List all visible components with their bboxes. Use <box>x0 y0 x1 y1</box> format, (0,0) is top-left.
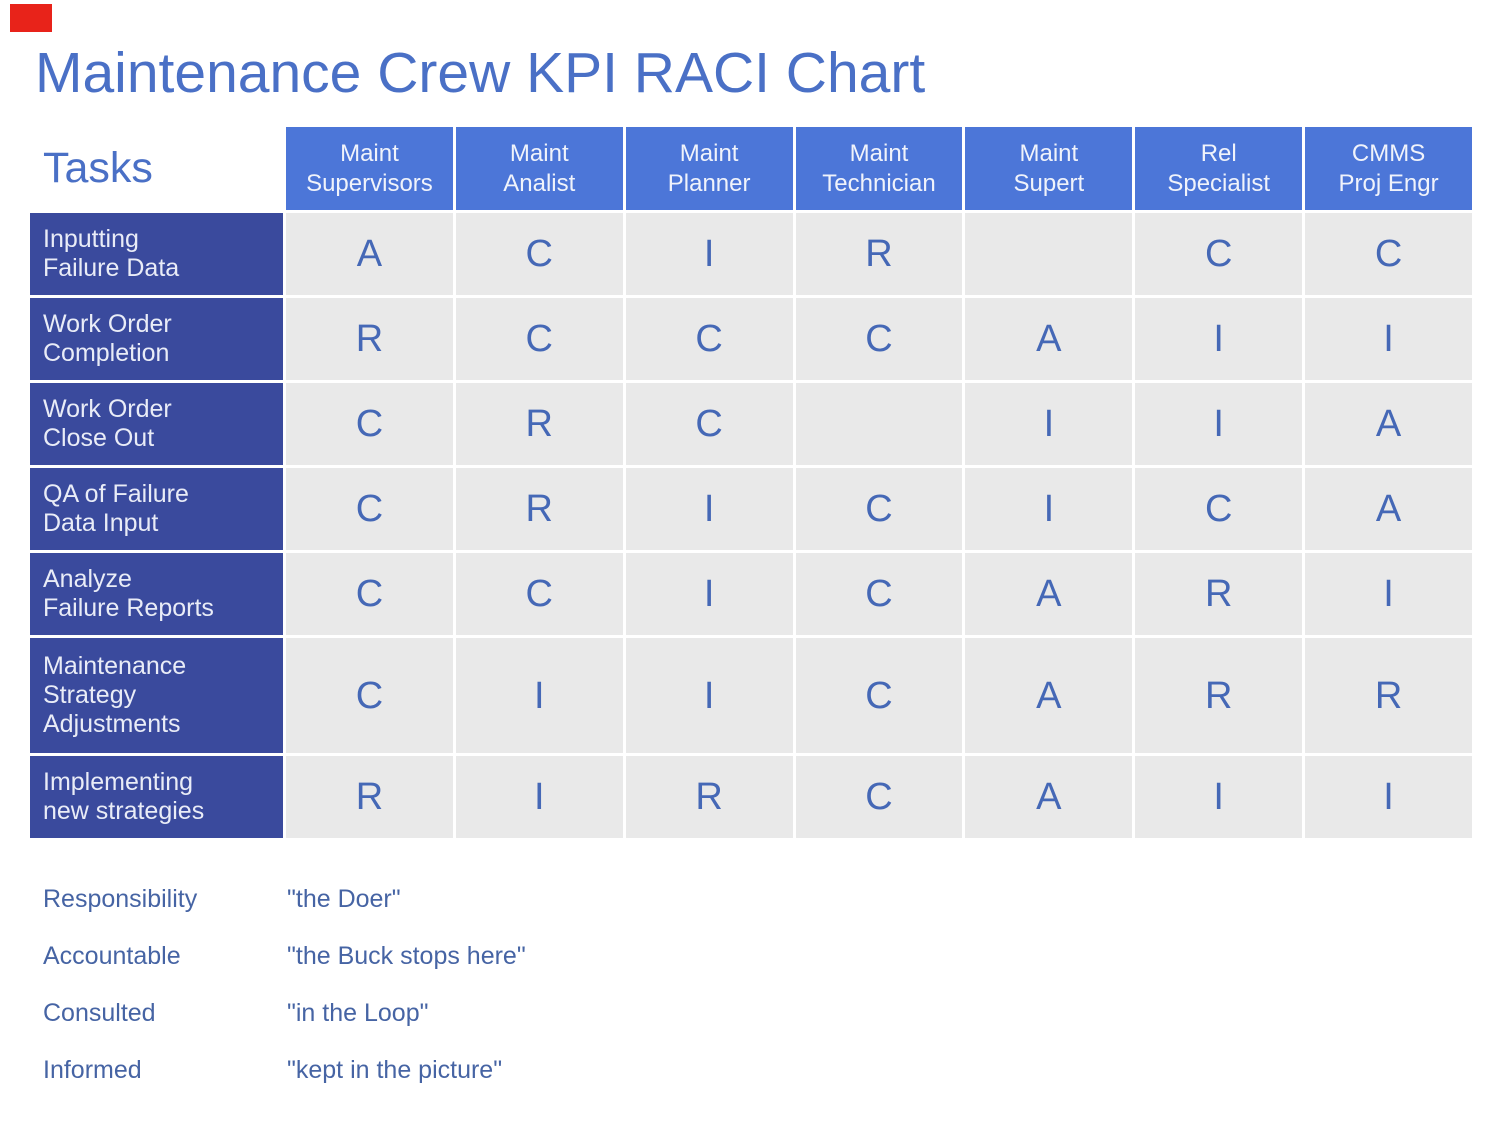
column-header: Maint Supert <box>965 127 1133 210</box>
legend-row: Responsibility "the Doer" <box>43 871 943 928</box>
raci-cell: I <box>1305 298 1472 380</box>
raci-cell: A <box>965 638 1133 753</box>
raci-cell: R <box>455 468 623 550</box>
tasks-corner-cell: Tasks <box>30 127 283 210</box>
raci-cell: A <box>286 213 453 295</box>
legend-term: Informed <box>43 1056 142 1084</box>
legend-term: Consulted <box>43 999 156 1027</box>
raci-cell: C <box>1135 213 1303 295</box>
raci-cell <box>965 213 1133 295</box>
raci-cell: A <box>1305 468 1472 550</box>
raci-cell: C <box>625 383 793 465</box>
raci-cell: C <box>455 213 623 295</box>
column-header: Maint Analist <box>455 127 623 210</box>
raci-cell: C <box>625 298 793 380</box>
raci-cell: I <box>1135 298 1303 380</box>
raci-cell <box>795 383 963 465</box>
raci-cell: I <box>625 468 793 550</box>
raci-cell: I <box>455 638 623 753</box>
task-row-header: Inputting Failure Data <box>30 213 283 295</box>
legend-definition: "in the Loop" <box>287 999 429 1027</box>
raci-cell: A <box>965 298 1133 380</box>
raci-cell: R <box>286 298 453 380</box>
raci-table: Tasks Maint Supervisors Maint Analist Main… <box>30 127 1472 841</box>
raci-cell: I <box>625 638 793 753</box>
raci-cell: R <box>455 383 623 465</box>
raci-cell: A <box>965 756 1133 838</box>
task-row-header: QA of Failure Data Input <box>30 468 283 550</box>
raci-cell: R <box>625 756 793 838</box>
raci-cell: I <box>1305 756 1472 838</box>
task-row-header: Implementing new strategies <box>30 756 283 838</box>
raci-legend: Responsibility "the Doer" Accountable "the … <box>43 871 943 1099</box>
raci-cell: C <box>455 553 623 635</box>
raci-cell: R <box>1135 638 1303 753</box>
raci-cell: A <box>965 553 1133 635</box>
raci-cell: C <box>286 553 453 635</box>
red-corner-mark <box>10 4 52 32</box>
legend-row: Accountable "the Buck stops here" <box>43 928 943 985</box>
legend-definition: "the Doer" <box>287 885 401 913</box>
raci-cell: I <box>965 468 1133 550</box>
page-title: Maintenance Crew KPI RACI Chart <box>35 41 926 105</box>
raci-cell: I <box>455 756 623 838</box>
column-header: Maint Planner <box>625 127 793 210</box>
legend-term: Accountable <box>43 942 181 970</box>
raci-cell: I <box>625 213 793 295</box>
raci-cell: I <box>1305 553 1472 635</box>
raci-cell: C <box>286 638 453 753</box>
raci-cell: I <box>1135 756 1303 838</box>
raci-cell: C <box>455 298 623 380</box>
raci-cell: C <box>795 553 963 635</box>
raci-cell: R <box>286 756 453 838</box>
raci-cell: C <box>1305 213 1472 295</box>
legend-row: Consulted "in the Loop" <box>43 985 943 1042</box>
column-header: Rel Specialist <box>1135 127 1303 210</box>
raci-cell: C <box>286 383 453 465</box>
legend-row: Informed "kept in the picture" <box>43 1042 943 1099</box>
legend-definition: "kept in the picture" <box>287 1056 503 1084</box>
task-row-header: Work Order Completion <box>30 298 283 380</box>
column-header: CMMS Proj Engr <box>1305 127 1472 210</box>
raci-cell: I <box>1135 383 1303 465</box>
raci-cell: I <box>625 553 793 635</box>
task-row-header: Analyze Failure Reports <box>30 553 283 635</box>
raci-cell: C <box>795 468 963 550</box>
raci-cell: C <box>795 298 963 380</box>
task-row-header: Work Order Close Out <box>30 383 283 465</box>
legend-term: Responsibility <box>43 885 198 913</box>
raci-cell: C <box>1135 468 1303 550</box>
raci-cell: A <box>1305 383 1472 465</box>
task-row-header: Maintenance Strategy Adjustments <box>30 638 283 753</box>
column-header: Maint Supervisors <box>286 127 453 210</box>
raci-cell: C <box>795 756 963 838</box>
raci-cell: C <box>795 638 963 753</box>
legend-definition: "the Buck stops here" <box>287 942 526 970</box>
column-header: Maint Technician <box>795 127 963 210</box>
raci-cell: C <box>286 468 453 550</box>
raci-cell: I <box>965 383 1133 465</box>
raci-cell: R <box>1305 638 1472 753</box>
raci-cell: R <box>795 213 963 295</box>
tasks-label: Tasks <box>43 144 153 192</box>
raci-cell: R <box>1135 553 1303 635</box>
